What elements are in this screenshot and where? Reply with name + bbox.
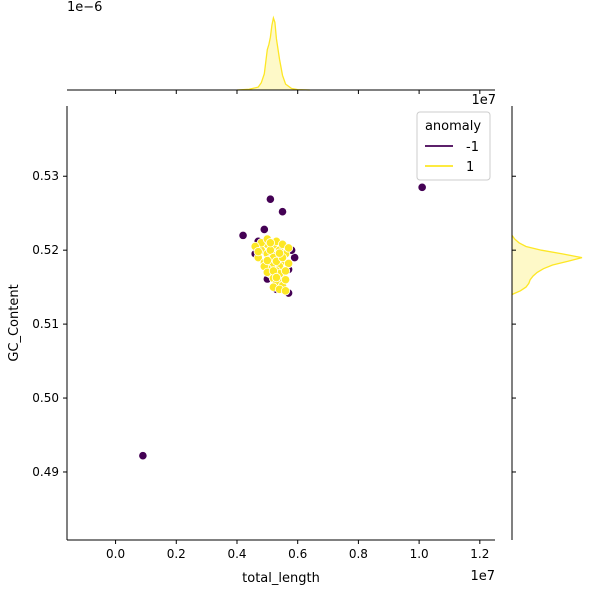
point-anomaly-neg1 [417, 182, 427, 192]
right-marginal-ticks [512, 175, 516, 473]
right-marginal-panel: 1e7 [471, 93, 583, 540]
x-axis-label: total_length [242, 571, 320, 586]
legend: anomaly -1 1 [416, 111, 491, 181]
point-anomaly-pos1 [253, 247, 263, 257]
point-anomaly-pos1 [274, 248, 285, 258]
y-tick-label: 0.53 [32, 169, 59, 183]
x-tick-label: 1.2 [470, 547, 489, 561]
legend-title: anomaly [425, 119, 481, 134]
legend-label-neg1: -1 [466, 140, 479, 155]
point-anomaly-pos1 [262, 255, 272, 266]
top-marginal-ticks [115, 90, 481, 94]
point-anomaly-neg1 [138, 451, 148, 461]
y-axis-label: GC_Content [7, 284, 22, 361]
point-anomaly-neg1 [238, 230, 248, 240]
x-tick-label: 0.8 [349, 547, 368, 561]
y-tick-label: 0.52 [32, 243, 59, 257]
x-axis-ticks: 0.0 0.2 0.4 0.6 0.8 1.0 1.2 [106, 540, 489, 561]
x-offset-label: 1e7 [470, 569, 495, 584]
point-anomaly-pos1 [271, 272, 282, 283]
point-anomaly-pos1 [280, 266, 291, 276]
x-tick-label: 0.4 [227, 547, 246, 561]
point-anomaly-pos1 [283, 243, 294, 253]
point-anomaly-neg1 [265, 194, 275, 204]
top-marginal-kde-fill [237, 18, 310, 90]
point-anomaly-pos1 [280, 275, 291, 285]
legend-box [416, 111, 491, 181]
y-offset-label: 1e7 [471, 93, 496, 108]
y-tick-label: 0.49 [32, 465, 59, 479]
right-marginal-kde-line [511, 235, 583, 296]
scatter-points [138, 182, 427, 461]
legend-label-pos1: 1 [466, 160, 474, 175]
y-tick-label: 0.50 [32, 391, 59, 405]
point-anomaly-neg1 [259, 224, 269, 235]
point-anomaly-pos1 [280, 286, 291, 296]
x-tick-label: 0.6 [288, 547, 307, 561]
point-anomaly-pos1 [265, 238, 275, 248]
top-marginal-kde-line [236, 15, 310, 91]
x-tick-label: 1.0 [410, 547, 429, 561]
y-tick-label: 0.51 [32, 317, 59, 331]
top-offset-label: 1e−6 [67, 0, 102, 15]
top-marginal-panel: 1e−6 [67, 0, 495, 94]
point-anomaly-neg1 [277, 207, 288, 217]
main-scatter-panel: 0.0 0.2 0.4 0.6 0.8 1.0 1.2 0.490.500.510.520.… [7, 106, 495, 586]
x-tick-label: 0.2 [167, 547, 186, 561]
x-tick-label: 0.0 [106, 547, 125, 561]
y-axis-ticks: 0.49 0.50 0.51 0.52 0.53 [32, 169, 67, 479]
